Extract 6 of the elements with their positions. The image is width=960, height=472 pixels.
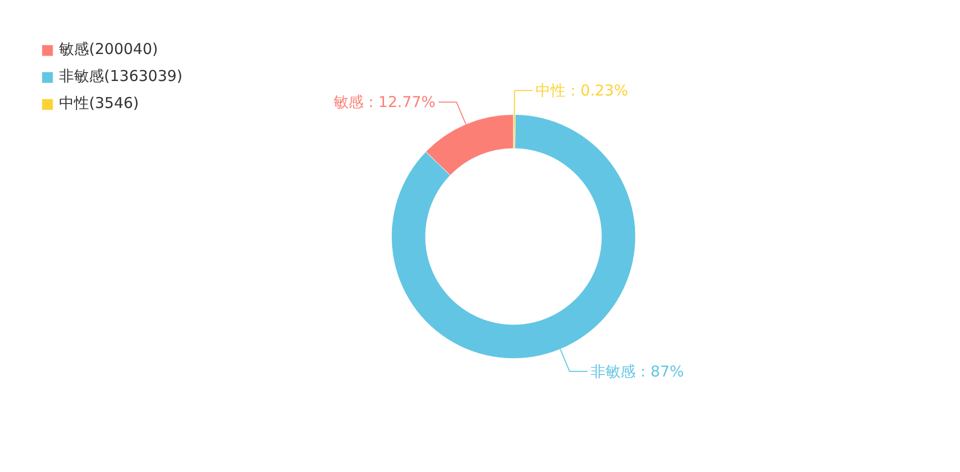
data-label: 中性：0.23% — [536, 82, 628, 100]
legend-label: 非敏感(1363039) — [59, 67, 183, 86]
data-label: 非敏感：87% — [590, 362, 684, 380]
data-label: 敏感：12.77% — [333, 93, 436, 112]
legend-label: 敏感(200040) — [59, 40, 158, 59]
legend-label: 中性(3546) — [59, 94, 139, 113]
